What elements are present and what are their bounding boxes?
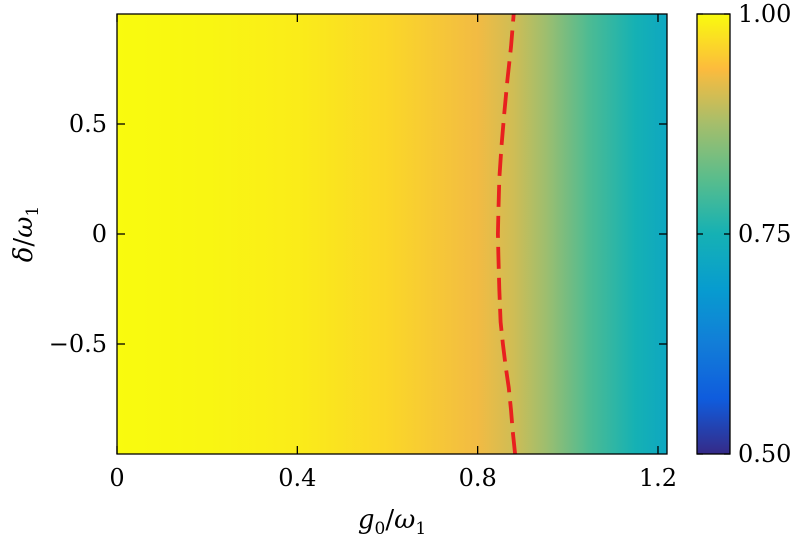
y-tick-label: 0	[92, 220, 107, 248]
contour-line	[495, 13, 517, 455]
x-axis: 0 0.4 0.8 1.2	[109, 14, 677, 492]
x-axis-title-sub: 0	[375, 519, 386, 539]
y-axis-title-sep: /	[9, 238, 39, 247]
x-axis-title-main: g	[358, 505, 375, 535]
y-tick-label: 0.5	[69, 110, 107, 138]
x-axis-title: g0/ω1	[358, 505, 426, 539]
plot-area: 0 0.4 0.8 1.2 0.5 0 −0.5	[49, 13, 677, 492]
colorbar-tick-label: 0.50	[738, 440, 791, 468]
contour-layer	[495, 13, 517, 455]
x-axis-title-den: ω	[394, 505, 415, 535]
colorbar-tick-label: 0.75	[738, 220, 791, 248]
x-tick-label: 0.8	[459, 464, 497, 492]
x-tick-label: 1.2	[639, 464, 677, 492]
colorbar-tick-label: 1.00	[738, 0, 791, 28]
y-axis-title-main: δ	[9, 247, 39, 263]
x-tick-label: 0.4	[278, 464, 316, 492]
y-axis-title-den: ω	[9, 217, 39, 238]
y-axis-title-den-sub: 1	[23, 206, 43, 217]
x-tick-label: 0	[109, 464, 124, 492]
x-axis-title-sep: /	[385, 505, 394, 535]
colorbar-ticks: 1.00 0.75 0.50	[697, 0, 791, 468]
y-tick-label: −0.5	[49, 330, 107, 358]
colorbar: 1.00 0.75 0.50	[696, 0, 791, 468]
y-axis-title: δ/ω1	[9, 206, 43, 262]
heatmap-field	[117, 14, 667, 454]
x-axis-title-den-sub: 1	[415, 519, 426, 539]
y-axis: 0.5 0 −0.5	[49, 110, 667, 358]
